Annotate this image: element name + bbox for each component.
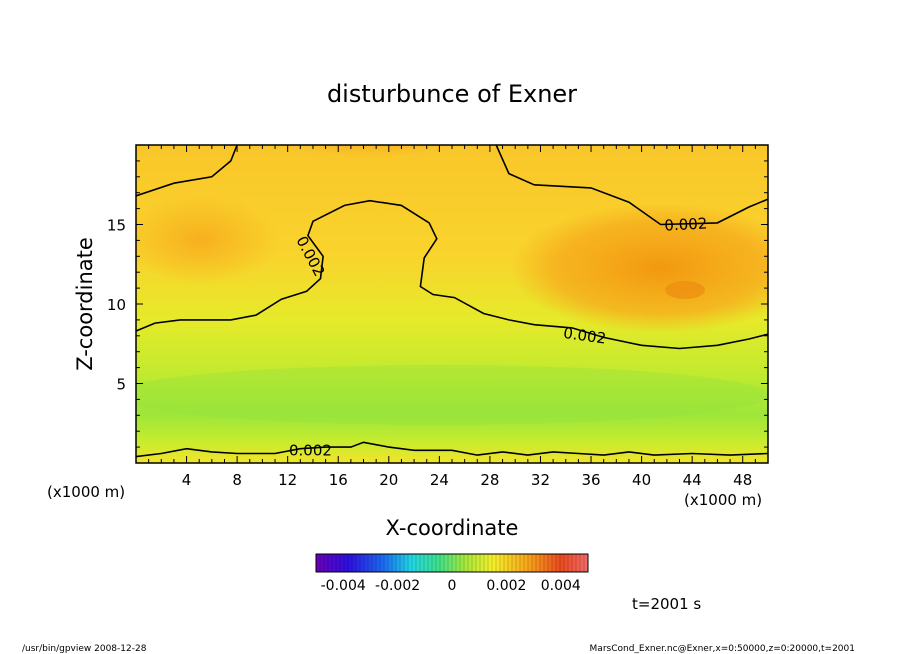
x-tick-label: 28 bbox=[480, 471, 499, 489]
colorbar-divisions bbox=[319, 554, 585, 572]
x-tick-label: 32 bbox=[531, 471, 550, 489]
contour-label-text: 0.002 bbox=[562, 324, 607, 348]
x-tick-label: 12 bbox=[278, 471, 297, 489]
x-tick-label: 40 bbox=[632, 471, 651, 489]
contour-line-2 bbox=[136, 199, 768, 350]
contour-line-1 bbox=[495, 145, 768, 226]
x-axis-title: X-coordinate bbox=[386, 516, 519, 540]
colorbar-tick-label: 0 bbox=[448, 578, 457, 594]
contour-line-0 bbox=[136, 145, 238, 197]
x-tick-label: 44 bbox=[683, 471, 702, 489]
footer-left: /usr/bin/gpview 2008-12-28 bbox=[22, 644, 147, 654]
contour-label-text: 0.002 bbox=[664, 214, 708, 234]
y-axis-title: Z-coordinate bbox=[73, 237, 97, 371]
x-tick-label: 24 bbox=[430, 471, 449, 489]
contour-lines bbox=[136, 145, 768, 458]
x-tick-labels: 4 8 12 16 20 24 28 32 36 40 44 48 bbox=[182, 471, 752, 489]
colorbar-tick-label: -0.002 bbox=[375, 578, 420, 594]
chart-title: disturbunce of Exner bbox=[327, 80, 577, 108]
x-unit-label-left: (x1000 m) bbox=[47, 483, 125, 501]
colorbar: -0.004 -0.002 0 0.002 0.004 bbox=[315, 553, 589, 594]
x-tick-label: 36 bbox=[581, 471, 600, 489]
x-tick-label: 4 bbox=[182, 471, 192, 489]
y-tick-labels: 5 10 15 bbox=[107, 217, 126, 394]
x-tick-label: 48 bbox=[733, 471, 752, 489]
x-unit-label-right: (x1000 m) bbox=[684, 491, 762, 509]
contour-label-3: 0.002 bbox=[289, 441, 332, 459]
x-tick-label: 16 bbox=[329, 471, 348, 489]
colorbar-tick-label: 0.002 bbox=[486, 578, 526, 594]
contour-line-3 bbox=[136, 441, 768, 458]
contour-label-text: 0.002 bbox=[289, 441, 332, 459]
y-tick-label: 10 bbox=[107, 296, 126, 314]
time-label: t=2001 s bbox=[632, 595, 701, 613]
footer-right: MarsCond_Exner.nc@Exner,x=0:50000,z=0:20… bbox=[590, 644, 855, 654]
contour-label-0: 0.002 bbox=[664, 214, 708, 234]
contour-label-2: 0.002 bbox=[562, 324, 607, 348]
colorbar-tick-labels: -0.004 -0.002 0 0.002 0.004 bbox=[321, 578, 581, 594]
axis-ticks bbox=[136, 145, 768, 463]
colorbar-tick-label: 0.004 bbox=[541, 578, 581, 594]
y-tick-label: 15 bbox=[107, 217, 126, 235]
x-tick-label: 8 bbox=[232, 471, 242, 489]
colorbar-tick-label: -0.004 bbox=[321, 578, 366, 594]
x-tick-label: 20 bbox=[379, 471, 398, 489]
y-tick-label: 5 bbox=[116, 376, 126, 394]
